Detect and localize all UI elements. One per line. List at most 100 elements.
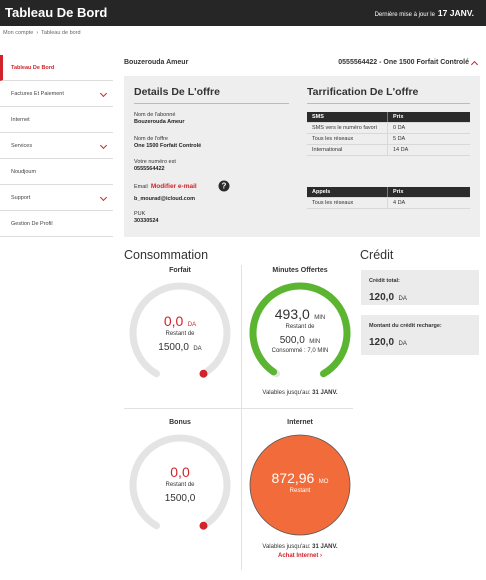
card-title: Bonus [169,419,191,426]
header-cell: SMS [307,112,388,122]
sidebar-item[interactable]: Tableau De Bord [0,55,113,81]
offer-panel [124,76,480,237]
validity: Valables jusqu'au: 31 JANV. [242,390,358,396]
remaining-value: 0,0 [170,464,190,480]
field-label: Votre numéro est [134,159,176,165]
buy-internet-link[interactable]: Achat Internet › [277,553,322,559]
email-row: Email Modifier e-mail [134,183,197,191]
gauge-dot [199,521,208,530]
remaining-label: Restant [289,488,311,494]
table-cell: 5 DA [393,136,406,142]
unit: MIN [317,348,329,354]
item-label[interactable]: Gestion De Profil [11,221,53,227]
credit-value: 120,0 [369,337,395,348]
sidebar: Tableau De Bord Factures Et Paiement Inter… [0,55,113,237]
sidebar-item[interactable]: Factures Et Paiement [0,81,113,107]
credit-amount: 120,0 DA [369,332,407,350]
validity: Valables jusqu'au: 31 JANV. [242,544,358,550]
grid-divider [124,408,353,409]
account-line[interactable]: 0555564422 - One 1500 Forfait Controlé [338,59,469,66]
gauge-track [129,282,231,378]
header-cell: Appels [307,187,388,197]
gauge-track [129,434,231,530]
unit: DA [187,322,197,328]
internet-bubble [249,434,351,536]
puk-label: PUK [134,211,146,217]
item-label[interactable]: Services [11,143,33,149]
internet-text: 872,96 MO Restant [250,470,350,494]
credit-label: Montant du crédit recharge: [369,323,442,329]
item-label[interactable]: Tableau De Bord [11,65,55,71]
item-label[interactable]: Support [11,195,31,201]
table-cell: 0 DA [393,125,406,131]
last-update: Dernière mise à jour le 17 JANV. [375,8,474,18]
header-cell: Prix [393,189,404,195]
valid-date: 31 JANV. [312,390,338,396]
sidebar-item[interactable]: Gestion De Profil [0,211,113,237]
total-value: 1500,0 [158,342,189,353]
of-label: Restant de [165,331,195,337]
valid-date: 31 JANV. [312,544,338,550]
minutes-text: 493,0 MIN Restant de 500,0 MIN Consommé … [250,306,350,354]
grid-divider [241,265,242,570]
divider [134,103,289,104]
email-value: b_mourad@icloud.com [134,196,195,202]
credit-amount: 120,0 DA [369,287,407,305]
gauge-dot [199,369,208,378]
credit-box: Crédit total: 120,0 DA [361,270,479,305]
sidebar-item[interactable]: Services [0,133,113,159]
remaining-value: 493,0 [274,306,310,322]
account-name: Bouzerouda Ameur [124,59,189,66]
email-edit-link[interactable]: Modifier e-mail [150,183,197,190]
field: Votre numéro est 0555564422 [134,159,284,173]
item-label[interactable]: Internet [11,117,30,123]
unit: DA [398,296,407,302]
total-value: 1500,0 [164,493,196,504]
sms-table: SMS Prix SMS vers le numéro favori 0 DA Tous… [307,112,470,156]
link-text[interactable]: Achat Internet [277,553,319,559]
card-title: Minutes Offertes [272,267,328,274]
unit: MO [318,479,329,485]
valid-label: Valables jusqu'au: [262,390,311,396]
item-label[interactable]: Noudjoum [11,169,37,175]
remaining-value: 0,0 [163,313,184,329]
table-row: International 14 DA [307,145,470,156]
divider [307,103,470,104]
field-label: Nom de l'abonné [134,112,176,118]
unit: DA [193,346,202,352]
unit: DA [398,341,407,347]
crumb-link[interactable]: Mon compte [3,30,34,36]
crumb-current: Tableau de bord [41,30,81,36]
table-row: Tous les réseaux 4 DA [307,198,470,209]
bonus-text: 0,0 Restant de 1500,0 [130,464,230,506]
update-date: 17 JANV. [437,8,474,18]
field-value: Bouzerouda Ameur [134,119,185,125]
forfait-text: 0,0 DA Restant de 1500,0 DA [130,313,230,355]
table-header: Appels Prix [307,187,470,198]
email-label: Email [134,184,148,190]
svg-text:?: ? [222,182,227,191]
consumed-value: 7,0 [307,348,316,354]
breadcrumb: Mon compte › Tableau de bord [3,30,81,36]
table-cell: SMS vers le numéro favori [307,123,388,133]
calls-table: Appels Prix Tous les réseaux 4 DA [307,187,470,209]
valid-label: Valables jusqu'au: [262,544,311,550]
remaining-value: 872,96 [271,470,315,486]
details-title: Details De L'offre [134,86,220,98]
field: Nom de l'offre One 1500 Forfait Controlé [134,136,284,150]
table-cell: 14 DA [393,147,409,153]
sidebar-item[interactable]: Internet [0,107,113,133]
header-cell: Prix [393,114,404,120]
sidebar-item[interactable]: Noudjoum [0,159,113,185]
help-icon[interactable]: ? [218,180,230,192]
sidebar-item[interactable]: Support [0,185,113,211]
table-row: Tous les réseaux 5 DA [307,134,470,145]
table-header: SMS Prix [307,112,470,123]
gauge-fill [249,282,351,378]
field-label: Nom de l'offre [134,135,168,142]
table-cell: International [307,145,388,155]
item-label[interactable]: Factures Et Paiement [11,91,64,97]
total-value: 500,0 [279,335,305,346]
